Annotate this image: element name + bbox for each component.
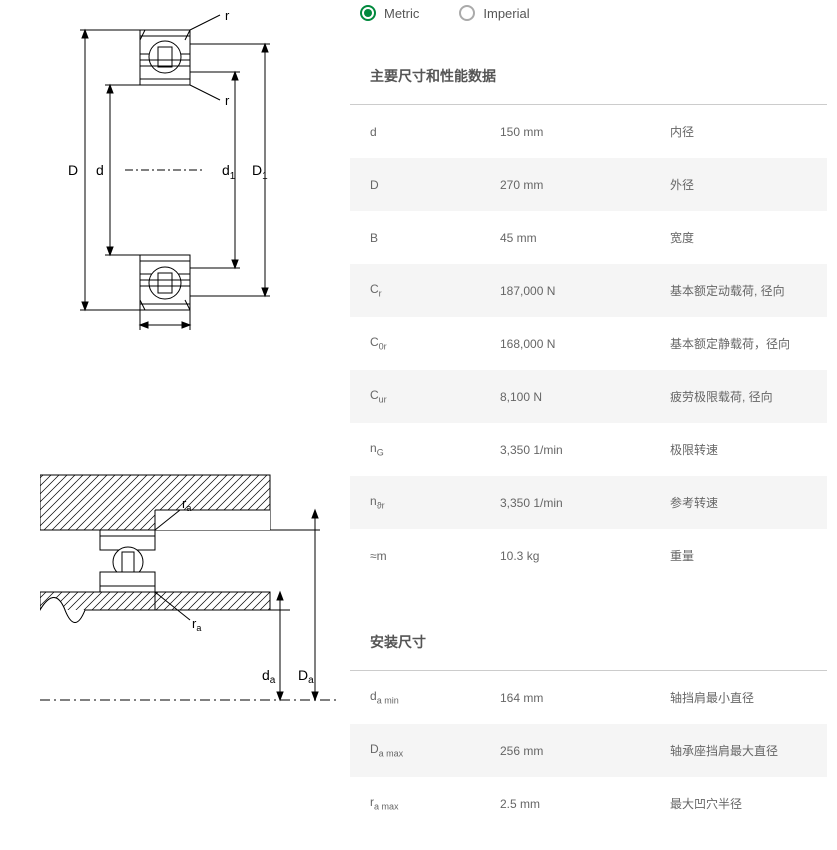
row-symbol: D: [370, 178, 500, 192]
radio-imperial-label: Imperial: [483, 6, 529, 21]
row-value: 164 mm: [500, 691, 670, 705]
row-value: 168,000 N: [500, 337, 670, 351]
row-description: 重量: [670, 547, 807, 564]
row-description: 最大凹穴半径: [670, 795, 807, 812]
radio-dot-icon: [360, 5, 376, 21]
unit-radio-group: Metric Imperial: [350, 5, 827, 21]
data-row: d150 mm内径: [350, 105, 827, 158]
row-value: 187,000 N: [500, 284, 670, 298]
data-row: ≈m10.3 kg重量: [350, 529, 827, 582]
row-symbol: nϑr: [370, 494, 500, 510]
row-value: 45 mm: [500, 231, 670, 245]
row-symbol: da min: [370, 689, 500, 705]
data-row: nϑr3,350 1/min参考转速: [350, 476, 827, 529]
row-symbol: C0r: [370, 335, 500, 351]
row-symbol: Cur: [370, 388, 500, 404]
label-D: D: [68, 162, 78, 178]
row-value: 150 mm: [500, 125, 670, 139]
row-value: 2.5 mm: [500, 797, 670, 811]
label-r-top: r: [225, 10, 230, 23]
row-value: 3,350 1/min: [500, 496, 670, 510]
row-description: 疲劳极限载荷, 径向: [670, 388, 807, 405]
row-symbol: Da max: [370, 742, 500, 758]
row-description: 宽度: [670, 229, 807, 246]
label-B: B: [158, 327, 167, 330]
row-description: 极限转速: [670, 441, 807, 458]
radio-imperial[interactable]: Imperial: [459, 5, 529, 21]
row-symbol: Cr: [370, 282, 500, 298]
row-value: 8,100 N: [500, 390, 670, 404]
row-description: 外径: [670, 176, 807, 193]
bearing-diagram-bottom: ra ra da Da: [40, 470, 320, 770]
section1-title: 主要尺寸和性能数据: [350, 56, 827, 105]
data-row: nG3,350 1/min极限转速: [350, 423, 827, 476]
row-description: 基本额定静载荷，径向: [670, 335, 807, 352]
section2-title: 安装尺寸: [350, 622, 827, 671]
label-r-bot: r: [225, 93, 230, 108]
radio-metric[interactable]: Metric: [360, 5, 419, 21]
label-D1: D1: [252, 162, 268, 182]
row-description: 轴承座挡肩最大直径: [670, 742, 807, 759]
data-row: C0r168,000 N基本额定静载荷，径向: [350, 317, 827, 370]
row-value: 3,350 1/min: [500, 443, 670, 457]
row-value: 256 mm: [500, 744, 670, 758]
data-row: ra max2.5 mm最大凹穴半径: [350, 777, 827, 830]
label-d: d: [96, 162, 104, 178]
row-description: 轴挡肩最小直径: [670, 689, 807, 706]
label-d1: d1: [222, 162, 236, 182]
row-description: 参考转速: [670, 494, 807, 511]
data-row: D270 mm外径: [350, 158, 827, 211]
label-ra-bot: ra: [192, 616, 201, 633]
row-symbol: ra max: [370, 795, 500, 811]
data-row: Cur8,100 N疲劳极限载荷, 径向: [350, 370, 827, 423]
row-symbol: ≈m: [370, 549, 500, 563]
label-da: da: [262, 667, 276, 686]
row-symbol: nG: [370, 441, 500, 457]
row-description: 基本额定动载荷, 径向: [670, 282, 807, 299]
data-row: Cr187,000 N基本额定动载荷, 径向: [350, 264, 827, 317]
row-description: 内径: [670, 123, 807, 140]
data-row: B45 mm宽度: [350, 211, 827, 264]
data-row: Da max256 mm轴承座挡肩最大直径: [350, 724, 827, 777]
radio-metric-label: Metric: [384, 6, 419, 21]
label-Da: Da: [298, 667, 314, 686]
row-symbol: d: [370, 125, 500, 139]
row-value: 10.3 kg: [500, 549, 670, 563]
data-row: da min164 mm轴挡肩最小直径: [350, 671, 827, 724]
row-value: 270 mm: [500, 178, 670, 192]
radio-circle-icon: [459, 5, 475, 21]
row-symbol: B: [370, 231, 500, 245]
bearing-diagram-top: D d d1 D1 r r B: [40, 10, 320, 330]
